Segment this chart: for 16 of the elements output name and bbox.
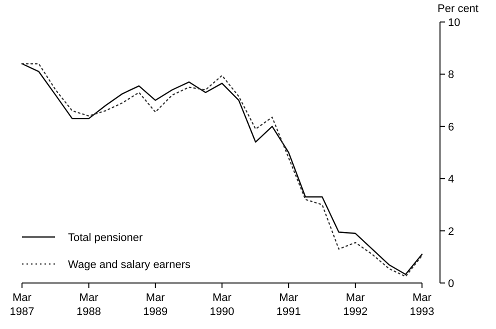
y-tick-label: 2 [448, 226, 454, 238]
y-tick-label: 0 [448, 278, 454, 290]
x-tick-label: Mar 1989 [143, 292, 168, 318]
x-tick-label: Mar 1990 [210, 292, 234, 318]
y-tick-label: 4 [448, 174, 454, 186]
x-tick-label: Mar 1991 [276, 292, 301, 318]
x-tick-label: Mar 1992 [343, 292, 368, 318]
y-axis-title: Per cent [438, 3, 478, 15]
x-tick-label: Mar 1988 [76, 292, 102, 318]
y-tick-label: 8 [448, 69, 454, 82]
x-tick-label: Mar 1987 [10, 292, 34, 318]
x-tick-label: Mar 1993 [410, 292, 434, 318]
legend-label: Wage and salary earners [68, 259, 191, 271]
legend-label: Total pensioner [68, 232, 143, 244]
y-tick-label: 10 [448, 17, 460, 29]
y-tick-label: 6 [448, 121, 454, 134]
